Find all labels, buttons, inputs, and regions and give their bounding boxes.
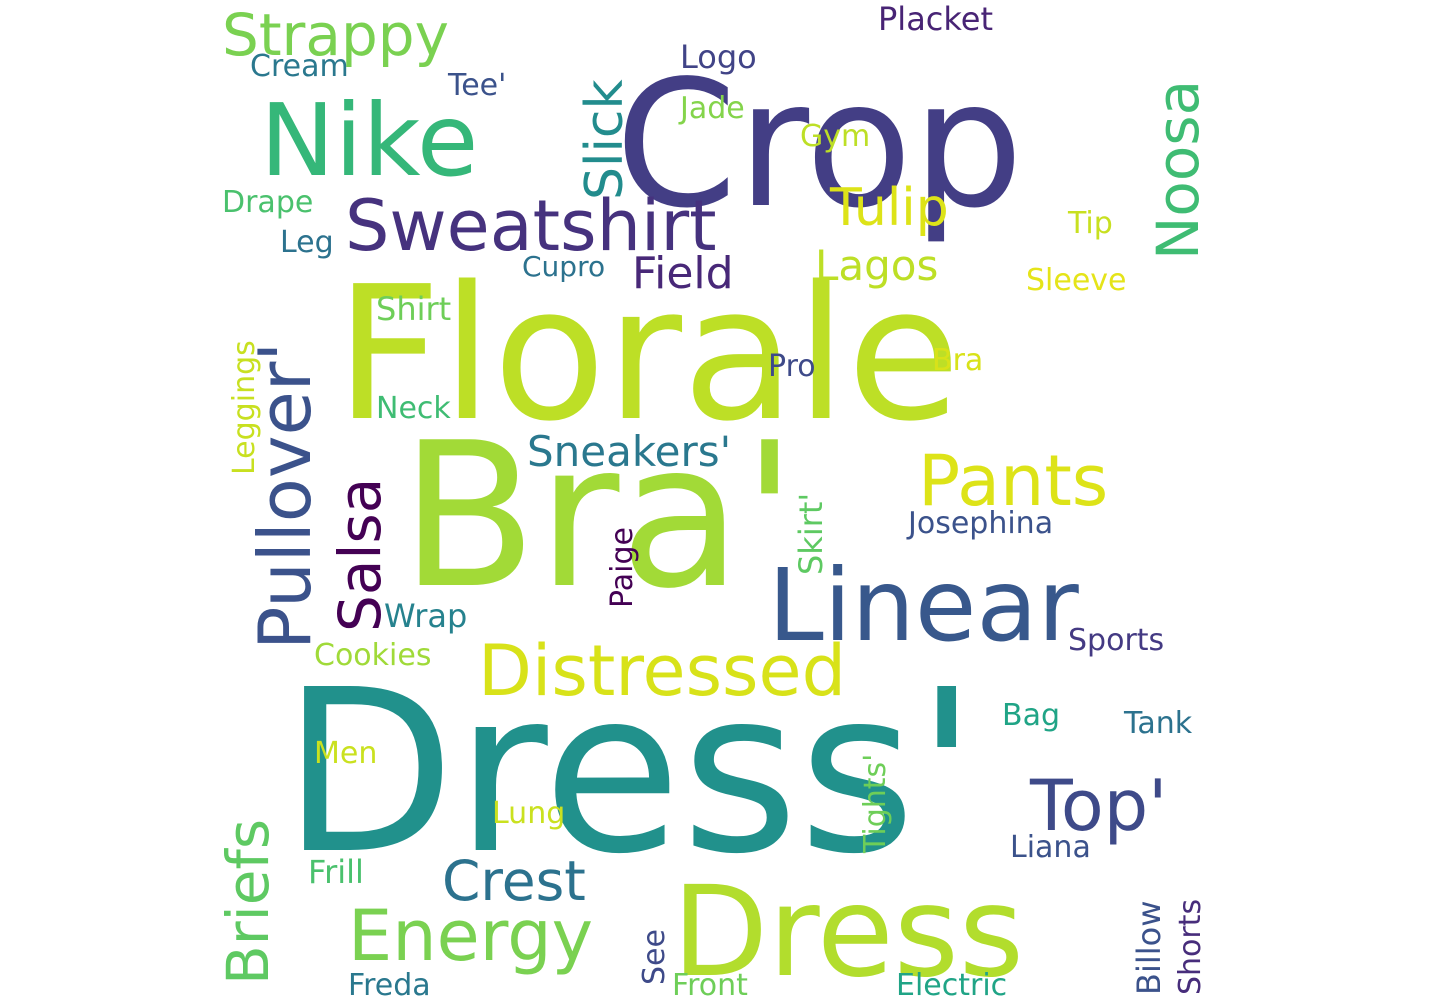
word-sleeve: Sleeve xyxy=(1026,263,1127,298)
word-tank: Tank xyxy=(1123,706,1193,741)
word-tee: Tee' xyxy=(447,68,506,103)
word-bra: Bra xyxy=(932,343,983,378)
word-liana: Liana xyxy=(1010,830,1091,865)
word-distressed: Distressed xyxy=(478,630,846,712)
word-pants: Pants xyxy=(918,440,1108,522)
word-tip: Tip xyxy=(1067,206,1113,241)
word-bra: Bra' xyxy=(400,400,797,633)
word-neck: Neck xyxy=(376,391,451,426)
word-placket: Placket xyxy=(878,0,993,38)
word-florale: Florale xyxy=(335,246,961,462)
word-logo: Logo xyxy=(680,38,757,76)
word-cookies: Cookies xyxy=(314,638,431,673)
word-sports: Sports xyxy=(1068,623,1164,658)
word-energy: Energy xyxy=(348,895,593,977)
word-crest: Crest xyxy=(442,849,586,913)
word-field: Field xyxy=(632,248,734,299)
word-shirt: Shirt xyxy=(376,290,451,328)
word-dress: Dress xyxy=(672,860,1024,1005)
word-see: See xyxy=(637,929,672,985)
word-freda: Freda xyxy=(348,968,431,1003)
word-leg: Leg xyxy=(280,225,334,260)
word-gym: Gym xyxy=(800,119,870,154)
word-billow: Billow xyxy=(1130,901,1168,995)
word-frill: Frill xyxy=(308,853,364,891)
word-drape: Drape xyxy=(222,185,313,220)
word-lung: Lung xyxy=(492,796,565,831)
word-paige: Paige xyxy=(605,527,640,608)
word-linear: Linear xyxy=(768,547,1080,664)
word-lagos: Lagos xyxy=(815,241,938,290)
word-wrap: Wrap xyxy=(384,597,467,635)
word-slick: Slick xyxy=(575,79,635,200)
word-pro: Pro xyxy=(768,349,816,384)
word-cupro: Cupro xyxy=(522,250,605,283)
word-cream: Cream xyxy=(250,49,349,84)
word-strappy: Strappy xyxy=(222,1,449,69)
word-noosa: Noosa xyxy=(1144,80,1212,260)
word-top: Top' xyxy=(1029,765,1167,847)
word-shorts: Shorts xyxy=(1173,899,1208,995)
word-bag: Bag xyxy=(1002,698,1060,733)
word-tulip: Tulip xyxy=(829,178,949,238)
word-sneakers: Sneakers' xyxy=(527,427,731,476)
word-pullover: Pullover' xyxy=(243,342,327,650)
word-briefs: Briefs xyxy=(214,819,282,985)
word-electric: Electric xyxy=(896,968,1007,1003)
word-nike: Nike xyxy=(260,82,478,199)
word-sweatshirt: Sweatshirt xyxy=(345,185,717,267)
word-josephina: Josephina xyxy=(906,506,1053,541)
word-crop: Crop xyxy=(615,44,1023,247)
word-leggings: Leggings xyxy=(227,340,262,475)
word-skirt: Skirt' xyxy=(792,493,830,575)
word-salsa: Salsa xyxy=(326,478,394,632)
word-front: Front xyxy=(672,968,748,1003)
word-dress: Dress' xyxy=(282,642,978,904)
word-men: Men xyxy=(314,736,377,771)
word-tights: Tights' xyxy=(858,754,893,854)
word-jade: Jade xyxy=(678,91,745,126)
